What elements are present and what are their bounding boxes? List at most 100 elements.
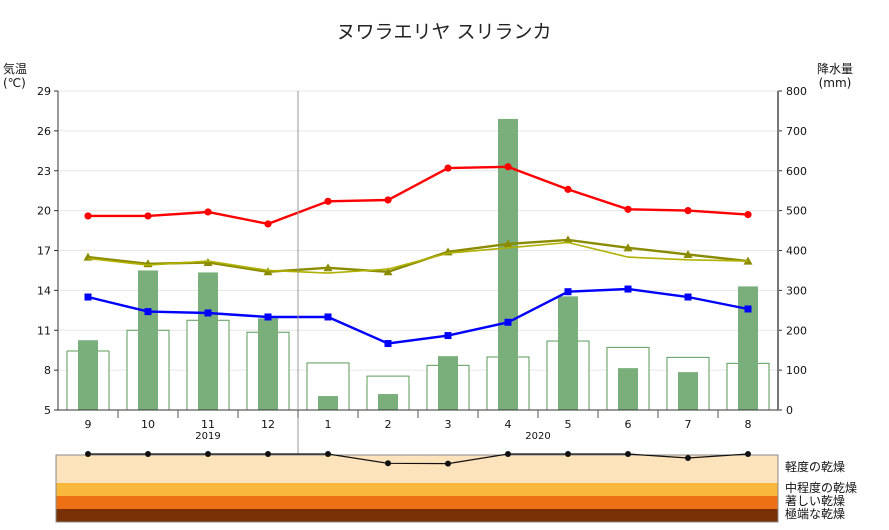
right-tick-label: 0	[786, 404, 793, 417]
drought-band	[56, 509, 778, 522]
series-line	[88, 165, 749, 226]
x-tick-label: 10	[141, 418, 155, 431]
drought-line	[88, 453, 749, 465]
right-tick-label: 300	[786, 284, 807, 297]
x-tick-label: 6	[625, 418, 632, 431]
x-tick-label: 1	[325, 418, 332, 431]
temperature-lines	[83, 163, 753, 348]
series-point	[84, 212, 92, 220]
left-tick-label: 29	[37, 85, 51, 98]
drought-level-label: 極端な乾燥	[785, 506, 845, 521]
series-point	[623, 243, 633, 252]
series-point	[683, 249, 693, 258]
drought-band	[56, 455, 778, 483]
drought-point	[385, 460, 391, 467]
series-line	[87, 241, 749, 274]
precipitation-bar	[138, 270, 158, 410]
precipitation-bar	[198, 272, 218, 410]
precipitation-bar	[318, 396, 338, 410]
drought-point	[445, 460, 451, 467]
left-tick-label: 8	[44, 364, 51, 377]
series-point	[504, 318, 512, 326]
precipitation-bar	[438, 356, 458, 410]
series-point	[264, 313, 272, 321]
series-point	[264, 220, 272, 228]
x-tick-label: 12	[261, 418, 275, 431]
drought-point	[265, 451, 271, 457]
series-point	[504, 163, 512, 171]
drought-frame	[55, 454, 779, 523]
series-point	[383, 267, 393, 276]
series-point	[624, 205, 632, 213]
series-point	[444, 164, 452, 172]
left-tick-label: 14	[37, 284, 51, 297]
drought-level-label: 著しい乾燥	[785, 494, 845, 508]
drought-point	[565, 451, 571, 457]
year-label: 2019	[195, 431, 220, 442]
year-label: 2020	[525, 431, 550, 442]
right-tick-label: 400	[786, 245, 807, 258]
series-point	[744, 211, 752, 219]
series-point	[323, 263, 333, 272]
series-point	[444, 332, 452, 340]
drought-point	[145, 451, 151, 457]
series-point	[744, 305, 752, 313]
x-tick-label: 5	[565, 418, 572, 431]
series-point	[384, 196, 392, 204]
precipitation-bar	[618, 368, 638, 410]
series-point	[204, 309, 212, 317]
precipitation-bar	[378, 394, 398, 410]
drought-point	[625, 451, 631, 457]
right-axis-unit: (mm)	[819, 76, 852, 90]
series-point	[564, 185, 572, 193]
left-axis-label: 気温	[3, 61, 27, 76]
right-tick-label: 600	[786, 165, 807, 178]
gridlines	[58, 90, 778, 371]
series-point	[503, 239, 513, 248]
drought-point	[685, 455, 691, 461]
series-point	[324, 313, 332, 321]
x-tick-label: 2	[385, 418, 392, 431]
series-point	[84, 293, 92, 301]
series-point	[324, 197, 332, 205]
left-tick-label: 17	[37, 245, 51, 258]
left-tick-label: 20	[37, 205, 51, 218]
series-point	[563, 235, 573, 244]
x-tick-label: 3	[445, 418, 452, 431]
x-tick-label: 7	[685, 418, 692, 431]
drought-point	[505, 451, 511, 457]
precipitation-bar	[78, 340, 98, 410]
axes: 5811141720232629010020030040050060070080…	[37, 85, 807, 522]
right-tick-label: 500	[786, 205, 807, 218]
right-tick-label: 800	[786, 85, 807, 98]
right-axis-label: 降水量	[817, 62, 853, 76]
series-line	[87, 238, 749, 274]
left-tick-label: 23	[37, 165, 51, 178]
drought-point	[745, 451, 751, 457]
precipitation-bar	[738, 286, 758, 410]
left-tick-label: 26	[37, 125, 51, 138]
series-line	[87, 287, 749, 345]
precipitation-bar	[258, 318, 278, 410]
drought-point	[205, 451, 211, 457]
precipitation-normal-bars	[66, 319, 770, 411]
series-point	[564, 288, 572, 296]
series-point	[144, 308, 152, 316]
drought-point	[85, 451, 91, 457]
precipitation-bar	[678, 372, 698, 410]
x-tick-label: 11	[201, 418, 215, 431]
series-point	[384, 340, 392, 348]
left-axis-unit: (℃)	[3, 76, 26, 90]
x-tick-label: 9	[85, 418, 92, 431]
drought-level-label: 中程度の乾燥	[785, 480, 857, 495]
series-point	[203, 257, 213, 266]
precipitation-bar	[498, 118, 518, 410]
series-point	[684, 207, 692, 215]
drought-level-label: 軽度の乾燥	[785, 459, 845, 474]
series-point	[144, 212, 152, 220]
precipitation-bars	[78, 118, 758, 410]
series-point	[684, 293, 692, 301]
drought-band	[56, 496, 778, 509]
